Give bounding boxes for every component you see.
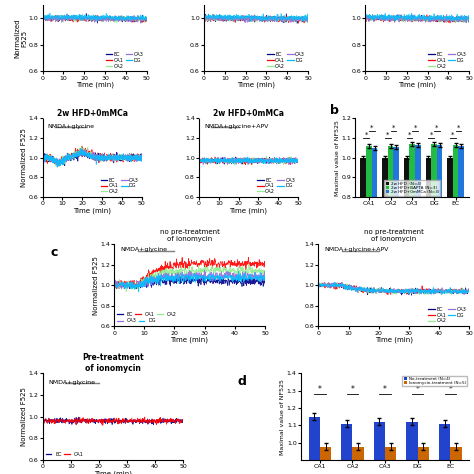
Title: no pre-treatment
of ionomycin: no pre-treatment of ionomycin [364,229,424,242]
Legend: EC, CA1, CA2, CA3, DG: EC, CA1, CA2, CA3, DG [428,307,467,324]
X-axis label: Time (min): Time (min) [94,470,132,474]
Bar [431,144,437,354]
Bar [393,147,399,354]
Bar [382,158,388,354]
Text: *: * [383,385,387,394]
Title: 2w HFD+0mMCa: 2w HFD+0mMCa [213,109,284,118]
Bar [366,146,372,354]
Text: b: b [330,104,339,118]
Text: c: c [51,246,58,259]
Bar [320,447,331,474]
Legend: No-treatment (N=4), Ionomycin-treatment (N=5): No-treatment (N=4), Ionomycin-treatment … [402,375,467,386]
Bar [374,422,385,474]
Bar [415,145,421,354]
X-axis label: Time (min): Time (min) [237,82,275,89]
Text: NMDA+glycine: NMDA+glycine [120,247,167,252]
Bar [388,146,393,354]
Text: NMDA+glycine+APV: NMDA+glycine+APV [324,247,389,252]
Text: *: * [370,125,374,131]
Bar [447,158,453,354]
Legend: EC, CA1, CA2, CA3, DG: EC, CA1, CA2, CA3, DG [105,52,144,69]
X-axis label: Time (min): Time (min) [171,337,209,344]
Text: *: * [365,132,368,138]
Text: NMDA+glycine+APV: NMDA+glycine+APV [204,124,268,129]
X-axis label: Time (min): Time (min) [375,337,413,344]
Bar [341,424,353,474]
Text: *: * [457,125,460,131]
Text: *: * [448,385,452,394]
Text: *: * [416,385,419,394]
Bar [426,158,431,354]
Legend: EC, CA1, CA2, CA3, DG: EC, CA1, CA2, CA3, DG [428,52,467,69]
Legend: EC, CA1, CA2, CA3, DG: EC, CA1, CA2, CA3, DG [100,177,139,194]
Y-axis label: Maximal value of NF525: Maximal value of NF525 [281,379,285,455]
Bar [439,424,450,474]
X-axis label: Time (min): Time (min) [398,82,436,89]
Text: *: * [413,125,417,131]
Title: no pre-treatment
of ionomycin: no pre-treatment of ionomycin [160,229,219,242]
Bar [361,158,366,354]
X-axis label: Time (min): Time (min) [73,208,111,214]
Bar [404,158,410,354]
Legend: CA3, DG: CA3, DG [117,318,156,324]
Text: d: d [237,375,246,388]
Bar [458,146,464,354]
X-axis label: Time (min): Time (min) [229,208,267,214]
Text: *: * [451,132,455,138]
Bar [406,422,418,474]
Y-axis label: Normalized
F525: Normalized F525 [14,18,27,58]
Bar [450,447,462,474]
Bar [372,148,377,354]
Bar [418,447,429,474]
Legend: EC, CA1, CA2, CA3, DG: EC, CA1, CA2, CA3, DG [256,177,296,194]
Y-axis label: Normalized F525: Normalized F525 [92,256,99,315]
Y-axis label: Maximal value of NF525: Maximal value of NF525 [335,120,340,196]
Legend: 2w HFD  (N=4), 2w HFD+BAPTA (N=3), 2w HFD+0mMCa (N=3): 2w HFD (N=4), 2w HFD+BAPTA (N=3), 2w HFD… [384,180,440,196]
X-axis label: Time (min): Time (min) [76,82,114,89]
Legend: EC, CA1, CA2, CA3, DG: EC, CA1, CA2, CA3, DG [266,52,306,69]
Bar [385,447,396,474]
Text: *: * [351,385,355,394]
Bar [309,417,320,474]
Text: NMDA+glycine: NMDA+glycine [48,380,95,384]
Bar [410,144,415,354]
Legend: EC, CA1: EC, CA1 [45,451,84,457]
Text: *: * [386,132,390,138]
Text: *: * [408,132,411,138]
Y-axis label: Normalized F525: Normalized F525 [21,387,27,446]
Text: *: * [392,125,395,131]
Text: *: * [435,125,438,131]
Bar [453,145,458,354]
Text: *: * [429,132,433,138]
Bar [353,447,364,474]
Text: *: * [318,385,322,394]
Bar [437,145,442,354]
Title: Pre-treatment
of ionomycin: Pre-treatment of ionomycin [82,353,144,373]
Text: NMDA+glycine: NMDA+glycine [47,124,95,129]
Title: 2w HFD+0mMCa: 2w HFD+0mMCa [57,109,128,118]
Y-axis label: Normalized F525: Normalized F525 [21,128,27,187]
